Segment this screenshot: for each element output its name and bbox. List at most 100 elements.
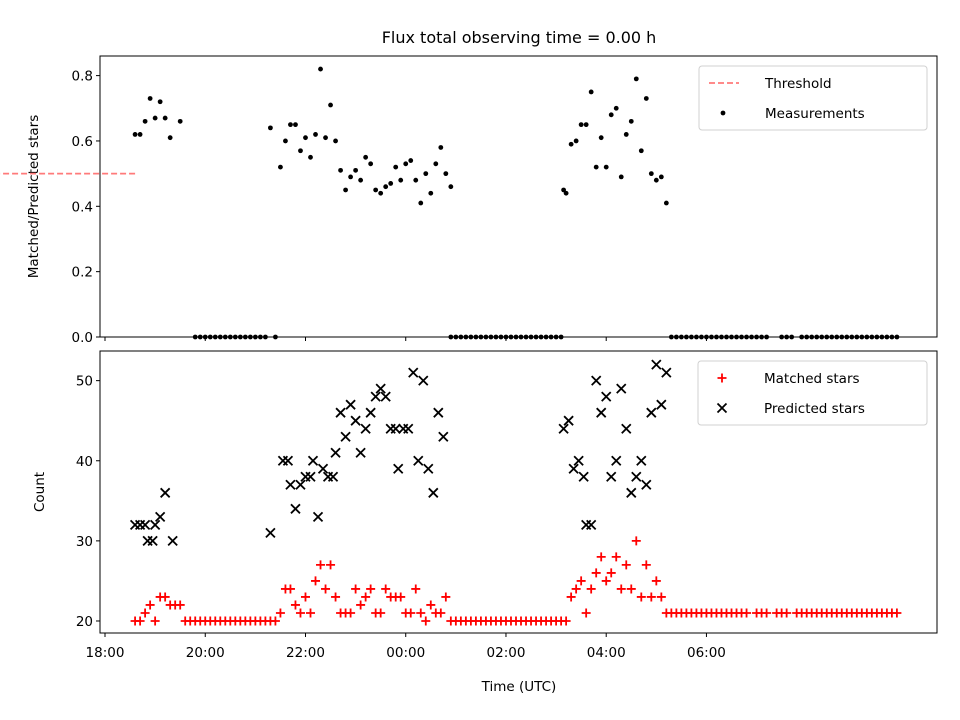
data-point [426,600,436,610]
data-point [764,334,769,340]
data-point [408,367,419,378]
data-point [869,334,875,340]
data-point [894,334,900,340]
data-point [638,148,644,154]
data-point [177,118,183,124]
data-point [448,184,454,190]
data-point [493,334,499,340]
data-point [568,141,574,147]
legend-frame [697,360,928,426]
data-point [553,334,559,340]
x-axis-label: Time (UTC) [481,679,557,695]
data-point [824,334,830,340]
data-point [631,471,642,482]
data-point [533,334,539,340]
data-point [152,115,158,121]
legend-marker [716,402,728,414]
data-point [376,608,386,618]
data-point [160,592,170,602]
data-point [814,334,820,340]
data-point [606,471,617,482]
data-point [596,552,606,562]
data-point [282,455,294,466]
data-point [222,334,228,340]
data-point [879,334,885,340]
data-point [300,592,310,602]
data-point [278,164,283,170]
data-point [316,560,326,570]
data-point [849,334,855,340]
data-point [558,423,569,434]
data-point [804,334,810,340]
data-point [593,164,599,170]
data-point [724,334,729,340]
data-point [658,174,664,180]
data-point [759,334,764,340]
y-tick-label: 20 [76,614,93,630]
legend-label: Threshold [764,76,832,92]
data-point [283,138,288,144]
data-point [618,174,624,180]
data-point [149,519,161,530]
data-point [408,158,414,163]
data-point [433,161,439,167]
data-point [298,148,303,154]
x-tick-label: 00:00 [386,645,425,661]
data-point [403,423,414,434]
data-point [398,177,404,183]
y-axis-label: Count [32,472,48,512]
data-point [616,584,626,594]
data-point [366,584,376,594]
data-point [358,177,364,183]
data-point [591,568,601,578]
data-point [621,560,631,570]
data-point [581,608,591,618]
data-point [661,367,672,378]
data-point [317,463,329,474]
data-point [308,154,313,160]
data-point [621,423,632,434]
data-point [739,334,744,340]
data-point [874,334,880,340]
data-point [277,455,289,466]
data-point [573,455,584,466]
data-point [335,407,346,418]
data-point [578,122,584,128]
data-point [789,334,795,340]
data-point [137,132,143,137]
data-point [306,608,316,618]
data-point [636,455,647,466]
data-point [596,407,607,418]
data-point [561,187,567,193]
data-point [508,334,514,340]
data-point [884,334,890,340]
data-point [626,584,636,594]
data-point [458,334,464,340]
data-point [330,447,341,458]
data-point [468,334,474,340]
data-point [390,423,401,434]
data-point [636,592,646,602]
data-point [844,334,850,340]
data-point [351,584,361,594]
data-point [356,600,366,610]
data-point [175,600,185,610]
data-point [150,616,160,626]
data-point [503,334,509,340]
data-point [227,334,233,340]
data-point [262,334,268,340]
x-tick-label: 02:00 [487,645,526,661]
data-point [157,99,163,105]
data-point [257,334,263,340]
data-point [142,118,148,124]
data-point [305,471,316,482]
data-point [538,334,544,340]
data-point [338,167,343,173]
data-point [678,334,684,340]
data-point [147,96,153,101]
data-point [704,334,709,340]
data-point [303,135,308,141]
data-point [192,334,198,340]
data-point [633,76,639,82]
x-tick-label: 22:00 [286,645,325,661]
